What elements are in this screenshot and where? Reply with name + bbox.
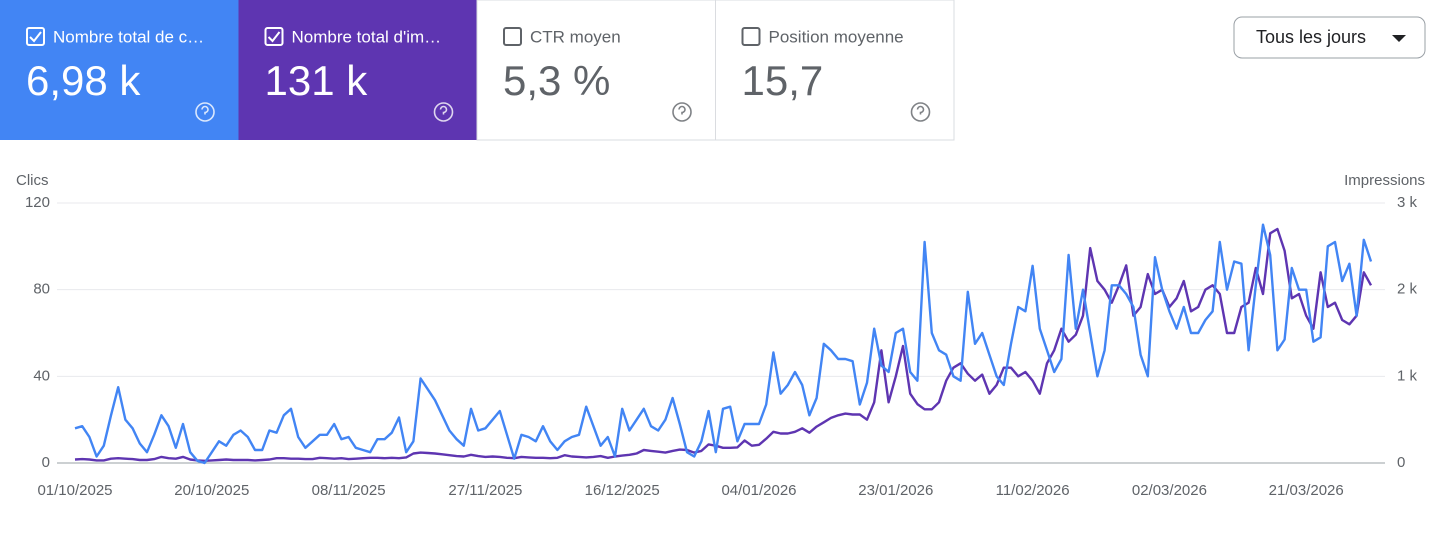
y2-tick-label: 1 k [1397, 367, 1418, 384]
y-tick-label: 40 [33, 367, 50, 384]
card-background[interactable] [0, 0, 239, 140]
help-icon-mark [678, 105, 686, 115]
x-tick-label: 11/02/2026 [996, 482, 1070, 499]
card-label: CTR moyen [530, 27, 621, 46]
y-tick-label: 120 [25, 194, 50, 211]
y-tick-label: 80 [33, 281, 50, 298]
y-tick-label: 0 [42, 454, 50, 471]
help-icon[interactable] [195, 102, 215, 122]
card-label: Nombre total de c… [53, 27, 204, 46]
series-line [74, 227, 1373, 462]
card-value: 6,98 k [26, 57, 141, 104]
help-icon-mark [439, 105, 448, 115]
metric-card[interactable]: CTR moyen 5,3 % [476, 0, 716, 141]
x-tick-label: 27/11/2025 [448, 482, 522, 499]
series-line [74, 223, 1373, 465]
dropdown[interactable]: Tous les jours [1233, 16, 1426, 59]
checkmark [267, 31, 281, 43]
y2-tick-label: 3 k [1397, 194, 1418, 211]
y-axis-title: Clics [16, 172, 49, 189]
x-tick-label: 16/12/2025 [585, 482, 660, 499]
card-label: Nombre total d'im… [292, 27, 442, 46]
checkmark [29, 31, 42, 43]
y2-axis-title: Impressions [1344, 172, 1425, 189]
help-icon-mark [201, 105, 209, 115]
x-tick-label: 21/03/2026 [1269, 482, 1344, 499]
help-icon[interactable] [910, 102, 931, 122]
dropdown-label[interactable]: Tous les jours [1256, 27, 1366, 47]
help-icon[interactable] [672, 102, 692, 122]
dropdown-arrow [1392, 35, 1406, 42]
x-tick-label: 04/01/2026 [721, 482, 796, 499]
card-value: 5,3 % [503, 57, 610, 104]
x-tick-label: 23/01/2026 [858, 482, 933, 499]
checkbox[interactable] [264, 27, 284, 46]
metric-card[interactable]: Position moyenne 15,7 [715, 0, 955, 141]
x-tick-label: 08/11/2025 [312, 482, 386, 499]
x-tick-label: 20/10/2025 [174, 482, 249, 499]
checkbox[interactable] [503, 27, 522, 46]
checkbox[interactable] [26, 27, 45, 46]
x-tick-label: 01/10/2025 [37, 482, 112, 499]
help-icon[interactable] [433, 102, 454, 122]
help-icon-mark [916, 105, 925, 115]
dropdown-box[interactable] [1233, 16, 1426, 59]
card-label: Position moyenne [769, 27, 904, 46]
metric-card[interactable]: Nombre total d'im… 131 k [238, 0, 478, 140]
card-value: 15,7 [742, 57, 824, 104]
y2-tick-label: 2 k [1397, 281, 1418, 298]
card-background[interactable] [715, 0, 955, 141]
y2-tick-label: 0 [1397, 454, 1405, 471]
card-value: 131 k [265, 57, 369, 104]
metric-card[interactable]: Nombre total de c… 6,98 k [0, 0, 239, 140]
x-tick-label: 02/03/2026 [1132, 482, 1207, 499]
card-background[interactable] [238, 0, 478, 140]
checkbox[interactable] [741, 27, 761, 46]
